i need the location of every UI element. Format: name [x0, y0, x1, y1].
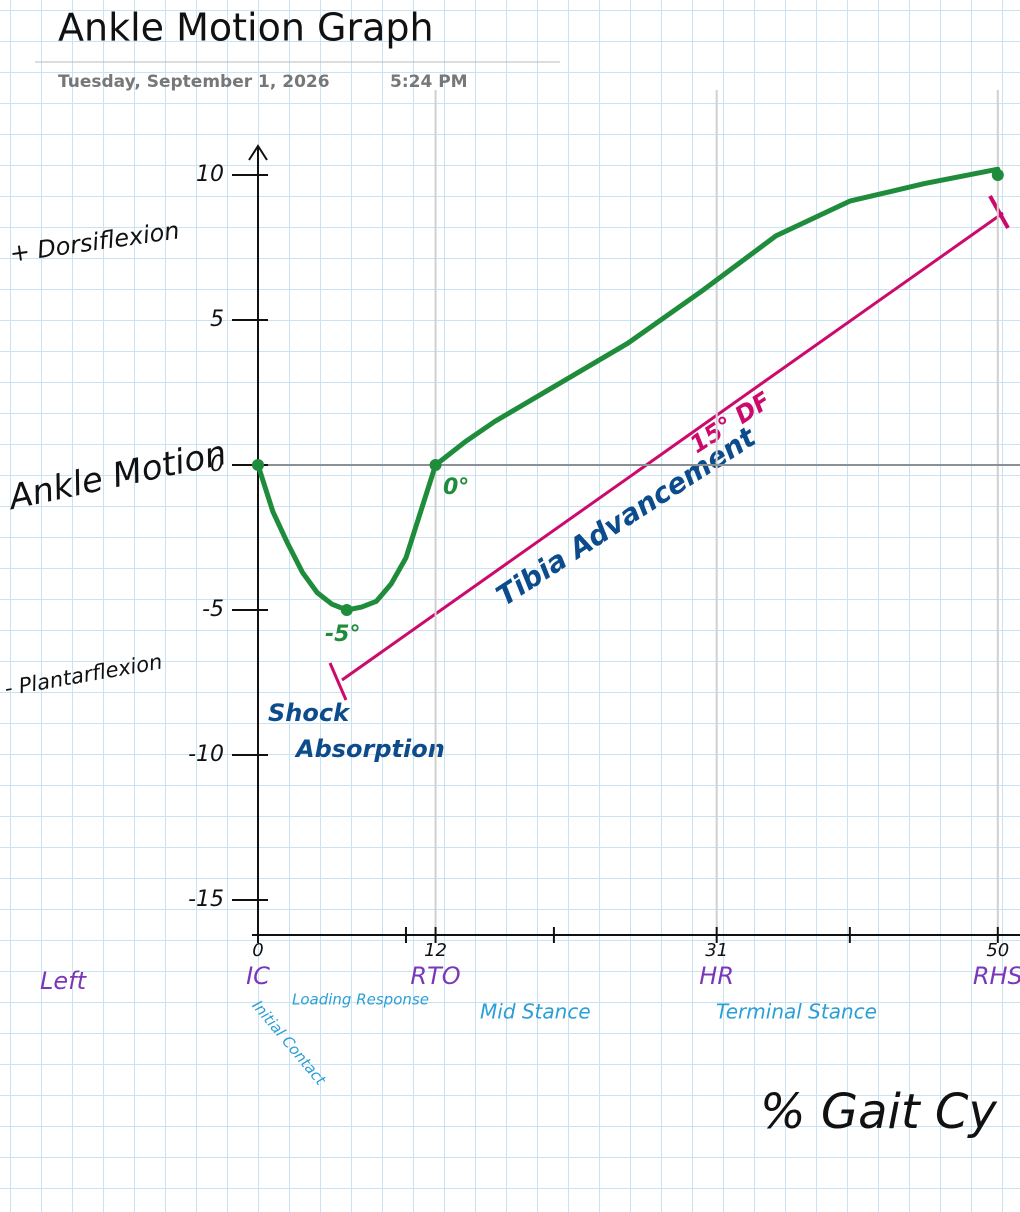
x-label: % Gait Cy	[760, 1084, 997, 1140]
side-label: Left	[40, 967, 88, 995]
y-tick-label: 10	[196, 162, 224, 187]
marked-point	[252, 459, 264, 471]
y-tick-label: -5	[202, 597, 224, 622]
y-tick-label: 5	[210, 307, 224, 332]
marked-point	[991, 169, 1004, 181]
y-tick-label: -10	[188, 742, 224, 767]
x-tick-label: 50	[986, 940, 1009, 961]
event-label: RHS	[973, 962, 1020, 990]
event-label: IC	[246, 962, 270, 990]
y-label-bottom: - Plantarflexion	[3, 649, 164, 700]
annotation: Shock	[268, 699, 351, 727]
x-tick-label: 0	[252, 940, 263, 961]
y-tick-label: 0	[210, 452, 224, 477]
annotation: -5°	[325, 622, 360, 647]
y-axis-arrow	[248, 144, 268, 161]
data-line	[255, 166, 1001, 613]
x-tick-label: 31	[705, 940, 728, 961]
page-time: 5:24 PM	[390, 72, 468, 92]
phase-label: Mid Stance	[480, 1000, 591, 1024]
y-label-top: + Dorsiflexion	[8, 216, 181, 268]
annotation: Absorption	[294, 735, 445, 763]
event-label: RTO	[410, 962, 460, 990]
event-label: HR	[699, 962, 734, 990]
marked-point	[429, 459, 442, 471]
tibia-arrow-end	[328, 662, 348, 701]
x-tick-label: 12	[424, 940, 447, 961]
phase-label: Loading Response	[292, 991, 429, 1009]
phase-label: Terminal Stance	[716, 1000, 877, 1024]
annotation: 0°	[443, 475, 469, 500]
y-tick-label: -15	[188, 887, 224, 912]
phase-label: Initial Contact	[248, 997, 330, 1090]
page-date: Tuesday, September 1, 2026	[58, 72, 330, 92]
tibia-arrow-end	[988, 195, 1010, 229]
y-label: Ankle Motion	[4, 433, 230, 518]
tibia-arrow	[341, 211, 1004, 682]
page-title: Ankle Motion Graph	[58, 6, 434, 50]
marked-point	[340, 604, 353, 616]
annotation: Tibia Advancement	[490, 420, 763, 613]
